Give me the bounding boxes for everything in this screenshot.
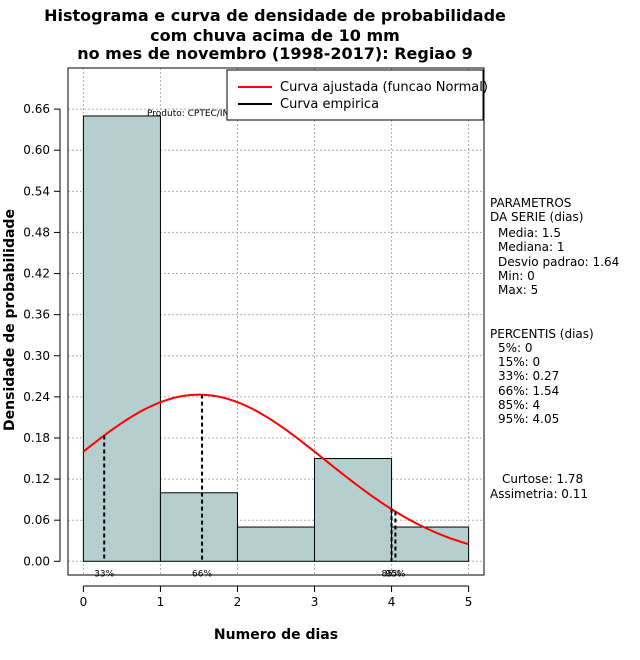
y-tick-label: 0.30 [23, 349, 50, 363]
product-label: Produto: CPTEC/INPE [147, 109, 241, 119]
y-tick-label: 0.18 [23, 431, 50, 445]
histogram-bar [236, 526, 316, 562]
y-tick-label: 0.54 [23, 184, 50, 198]
x-axis-title: Numero de dias [214, 627, 338, 643]
percentile-markers: 33% 66% 85%95% [94, 394, 406, 579]
chart-title-line-2: com chuva acima de 10 mm [150, 26, 400, 45]
percentil-5: 5%: 0 [498, 341, 533, 355]
x-tick-label: 4 [388, 595, 396, 609]
axes: 0 1 2 3 4 5 0.00 0.06 0.12 0.18 0.24 0.30 0.36 0.42 0.… [23, 102, 472, 609]
y-tick-label: 0.36 [23, 308, 50, 322]
legend-label-normal: Curva ajustada (funcao Normal) [280, 80, 488, 95]
param-desvio: Desvio padrao: 1.64 [498, 255, 620, 269]
histogram-bar [82, 115, 161, 562]
y-tick-label: 0.60 [23, 143, 50, 157]
stat-assimetria: Assimetria: 0.11 [490, 487, 589, 501]
x-tick-label: 2 [234, 595, 242, 609]
normal-fit-curve [82, 393, 469, 546]
param-max: Max: 5 [498, 283, 539, 297]
histogram-bar [314, 458, 393, 562]
y-tick-label: 0.24 [23, 390, 50, 404]
param-min: Min: 0 [498, 269, 535, 283]
percentis-heading: PERCENTIS (dias) [490, 327, 594, 341]
x-tick-label: 5 [465, 595, 473, 609]
y-tick-label: 0.48 [23, 225, 50, 239]
x-tick-label: 0 [80, 595, 88, 609]
percentil-95: 95%: 4.05 [498, 412, 560, 426]
density-curves [82, 393, 469, 546]
chart-title-line-3: no mes de novembro (1998-2017): Regiao 9 [77, 44, 473, 63]
x-tick-label: 3 [311, 595, 319, 609]
histogram-bar [159, 492, 238, 562]
y-tick-label: 0.66 [23, 102, 50, 116]
legend-label-empirical: Curva empirica [280, 97, 379, 112]
y-tick-label: 0.06 [23, 513, 50, 527]
chart-title-line-1: Histograma e curva de densidade de proba… [44, 6, 506, 25]
params-heading-2: DA SERIE (dias) [490, 210, 584, 224]
params-heading-1: PARAMETROS [490, 196, 572, 210]
percentile-label: 85% [382, 569, 402, 579]
percentil-85: 85%: 4 [498, 398, 541, 412]
y-tick-label: 0.42 [23, 267, 50, 281]
percentil-15: 15%: 0 [498, 355, 541, 369]
percentile-label: 66% [192, 569, 212, 579]
percentil-33: 33%: 0.27 [498, 369, 560, 383]
y-axis-title: Densidade de probabilidade [2, 209, 18, 431]
histogram-bar [391, 526, 470, 562]
stat-curtose: Curtose: 1.78 [502, 472, 584, 486]
x-tick-label: 1 [157, 595, 165, 609]
param-mediana: Mediana: 1 [498, 240, 565, 254]
percentile-label: 95% [385, 569, 405, 579]
legend: Curva ajustada (funcao Normal) Curva emp… [226, 69, 488, 121]
plot-frame [67, 67, 485, 576]
legend-box [226, 69, 484, 121]
param-media: Media: 1.5 [498, 226, 561, 240]
percentil-66: 66%: 1.54 [498, 384, 560, 398]
y-tick-label: 0.00 [23, 554, 50, 568]
histogram-bars [82, 115, 470, 562]
percentile-label: 33% [94, 569, 114, 579]
y-tick-label: 0.12 [23, 472, 50, 486]
